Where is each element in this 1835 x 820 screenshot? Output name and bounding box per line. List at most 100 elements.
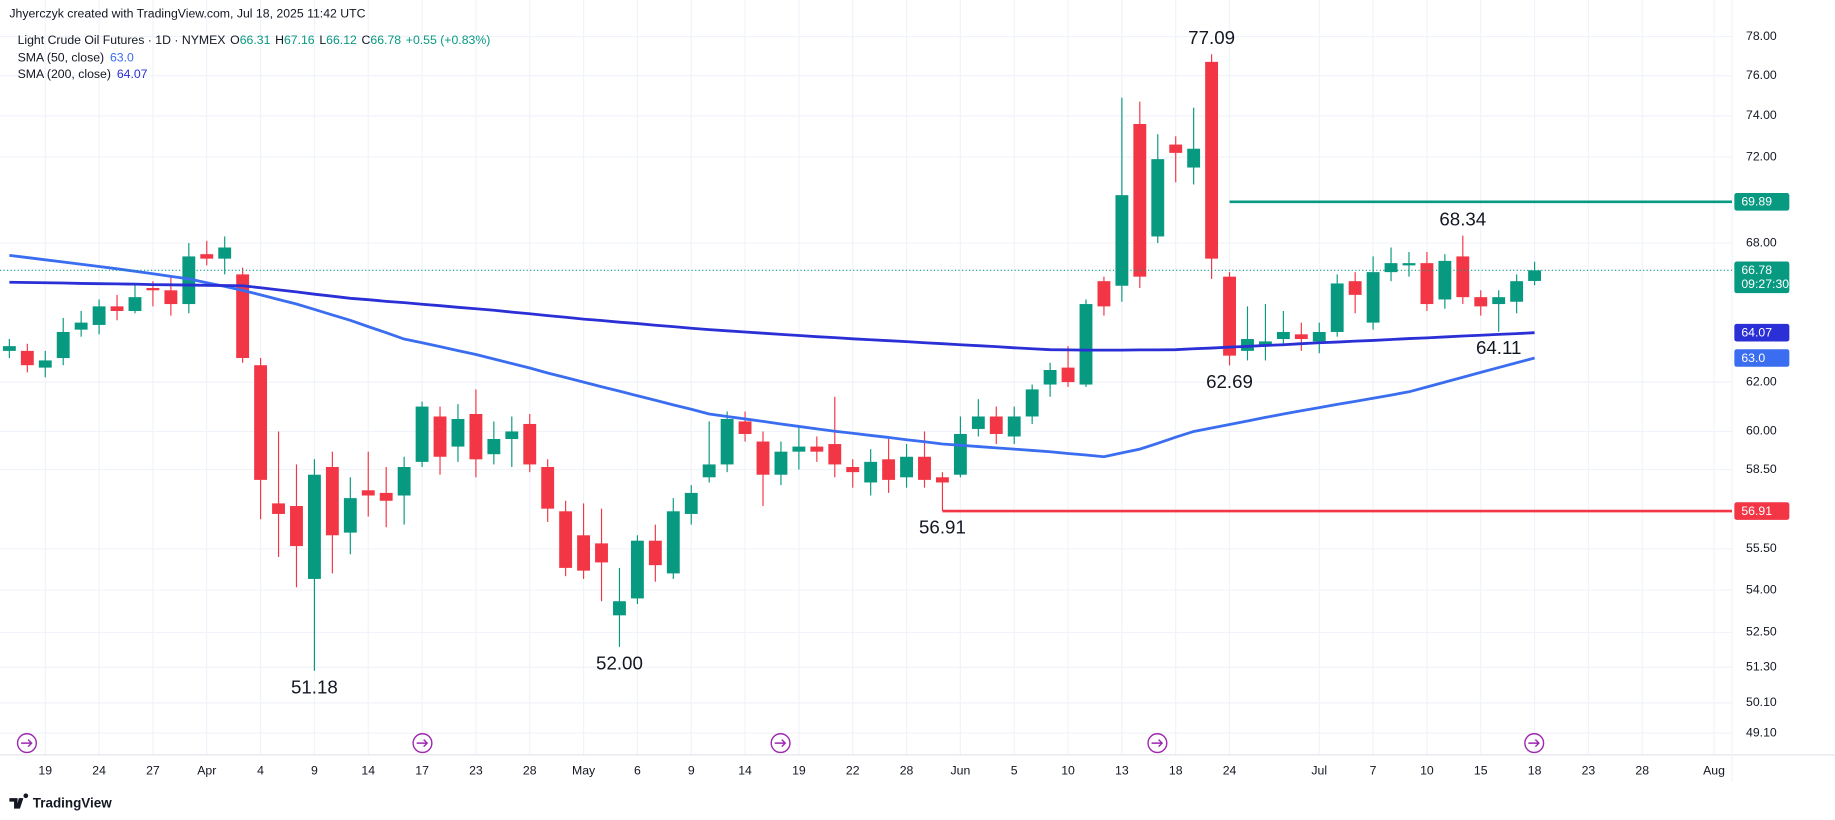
legend-letter: L xyxy=(319,33,326,47)
x-tick-label: 18 xyxy=(1169,763,1183,777)
candle-body xyxy=(1456,256,1470,298)
x-tick-label: Jul xyxy=(1311,763,1327,777)
candle-body xyxy=(864,461,878,483)
candle-body xyxy=(290,506,303,547)
candle-body xyxy=(1276,331,1290,340)
x-tick-label: 9 xyxy=(688,763,695,777)
candle-body xyxy=(828,444,842,465)
x-tick-label: 23 xyxy=(1582,763,1596,777)
annotation: 68.34 xyxy=(1439,208,1486,229)
event-icon[interactable] xyxy=(412,733,433,754)
candle-body xyxy=(523,423,537,465)
candle-body xyxy=(38,360,52,368)
legend-letter: O xyxy=(230,33,240,47)
candle-body xyxy=(613,601,626,616)
event-icon[interactable] xyxy=(1147,733,1168,754)
symbol-title: Light Crude Oil Futures · 1D · NYMEX xyxy=(18,33,226,47)
candle-body xyxy=(541,466,555,509)
candle-body xyxy=(1474,297,1488,307)
candle-body xyxy=(953,433,967,475)
marks xyxy=(0,54,1732,671)
event-icon[interactable] xyxy=(770,733,791,754)
candle-body xyxy=(1241,339,1254,351)
sma-line xyxy=(9,253,1535,459)
candle-body xyxy=(1097,281,1111,307)
level-label: 56.91 xyxy=(1741,504,1772,518)
candle-body xyxy=(1025,389,1039,417)
x-tick-label: 28 xyxy=(1635,763,1649,777)
candle-body xyxy=(1205,61,1219,259)
legend-change: +0.55 (+0.83%) xyxy=(406,33,491,47)
x-tick-label: 10 xyxy=(1420,763,1434,777)
candle-body xyxy=(1079,304,1093,385)
x-tick-label: 15 xyxy=(1474,763,1488,777)
legend-sma50: SMA (50, close) 63.0 xyxy=(18,51,134,65)
y-tick-label: 74.00 xyxy=(1746,108,1777,122)
candle-body xyxy=(487,439,501,455)
sma-value: 64.07 xyxy=(117,67,148,81)
legend-sma200: SMA (200, close) 64.07 xyxy=(18,67,148,81)
candle-body xyxy=(774,451,788,475)
grid xyxy=(0,0,1835,782)
y-tick-label: 68.00 xyxy=(1746,235,1777,249)
brand: TradingView xyxy=(33,796,112,811)
sma-label-bg xyxy=(1734,349,1790,367)
candle-body xyxy=(1492,297,1506,305)
candle-body xyxy=(361,490,375,496)
candle-body xyxy=(218,247,232,259)
legend-open: 66.31 xyxy=(240,33,271,47)
candle-body xyxy=(110,306,124,311)
candle-body xyxy=(146,288,160,291)
legend-high: 67.16 xyxy=(284,33,315,47)
candle-body xyxy=(451,418,465,447)
x-tick-label: Apr xyxy=(197,763,216,777)
last-price-label: 66.78 xyxy=(1741,263,1772,277)
candle-body xyxy=(1510,281,1524,302)
candle-body xyxy=(1043,370,1057,385)
y-tick-label: 58.50 xyxy=(1746,462,1777,476)
candle-body xyxy=(1420,263,1434,305)
candle-body xyxy=(900,456,913,478)
candle-body xyxy=(1294,334,1308,340)
candle-body xyxy=(2,346,16,351)
level-label-bg xyxy=(1734,502,1790,520)
x-tick-label: 18 xyxy=(1528,763,1542,777)
x-tick-label: 22 xyxy=(846,763,860,777)
y-tick-label: 72.00 xyxy=(1746,149,1777,163)
y-tick-label: 60.00 xyxy=(1746,424,1777,438)
candle-body xyxy=(20,350,34,366)
candle-body xyxy=(325,466,339,536)
legend-low: 66.12 xyxy=(326,33,357,47)
candle-body xyxy=(1061,367,1075,383)
candle-body xyxy=(1223,276,1236,356)
annotation: 62.69 xyxy=(1206,371,1253,392)
candle-body xyxy=(971,416,985,429)
x-tick-label: 9 xyxy=(311,763,318,777)
event-icon[interactable] xyxy=(16,733,37,754)
candle-body xyxy=(1438,260,1452,300)
annotation: 64.11 xyxy=(1476,337,1521,358)
y-tick-label: 55.50 xyxy=(1746,541,1777,555)
candle-body xyxy=(92,306,106,325)
labels: 49.10 50.10 51.30 52.50 54.00 55.50 58.50 60.00… xyxy=(38,27,1790,777)
candle-body xyxy=(56,331,70,359)
legend-main: Light Crude Oil Futures · 1D · NYMEX O66.… xyxy=(18,33,491,47)
legend-letter: H xyxy=(275,33,284,47)
event-icon[interactable] xyxy=(1524,733,1545,754)
candle-body xyxy=(756,441,770,475)
candle-body xyxy=(720,418,734,465)
x-tick-label: 14 xyxy=(738,763,752,777)
countdown-label: 09:27:30 xyxy=(1741,277,1789,291)
candle-body xyxy=(1187,148,1201,168)
x-tick-label: Jun xyxy=(950,763,970,777)
candle-body xyxy=(577,535,591,571)
y-tick-label: 54.00 xyxy=(1746,582,1777,596)
y-tick-label: 76.00 xyxy=(1746,68,1777,82)
annotation: 51.18 xyxy=(291,676,338,697)
y-tick-label: 49.10 xyxy=(1746,725,1777,739)
candle-body xyxy=(846,466,860,473)
x-tick-label: 17 xyxy=(415,763,429,777)
credit: Jhyerczyk created with TradingView.com, … xyxy=(9,6,365,20)
candle-body xyxy=(702,464,716,478)
